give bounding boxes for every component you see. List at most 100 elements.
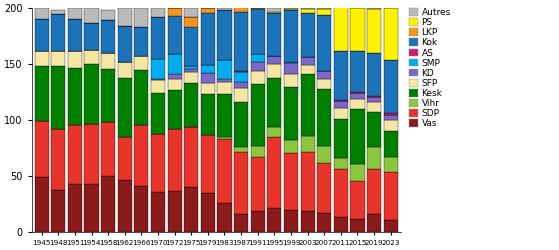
Bar	[334, 216, 348, 232]
Bar	[234, 152, 248, 214]
Bar	[51, 190, 65, 232]
Bar	[68, 8, 82, 19]
Bar	[118, 78, 132, 137]
Bar	[367, 170, 381, 214]
Bar	[134, 56, 149, 70]
Bar	[301, 9, 315, 13]
Bar	[250, 157, 265, 211]
Bar	[334, 108, 348, 119]
Bar	[367, 8, 381, 9]
Bar	[383, 114, 398, 120]
Bar	[68, 68, 82, 125]
Bar	[84, 124, 98, 184]
Bar	[184, 66, 198, 69]
Bar	[168, 16, 182, 54]
Bar	[234, 88, 248, 102]
Bar	[101, 69, 115, 122]
Bar	[234, 102, 248, 147]
Bar	[151, 80, 165, 93]
Bar	[350, 93, 364, 99]
Bar	[168, 191, 182, 232]
Bar	[301, 152, 315, 211]
Bar	[101, 20, 115, 53]
Bar	[168, 8, 182, 16]
Bar	[217, 79, 231, 82]
Bar	[334, 101, 348, 108]
Bar	[267, 8, 281, 12]
Bar	[367, 214, 381, 232]
Bar	[317, 9, 331, 15]
Bar	[184, 188, 198, 232]
Bar	[284, 63, 298, 74]
Bar	[201, 13, 215, 65]
Bar	[134, 70, 149, 125]
Bar	[250, 9, 265, 54]
Bar	[68, 125, 82, 184]
Bar	[334, 158, 348, 170]
Bar	[334, 119, 348, 158]
Bar	[134, 27, 149, 56]
Bar	[301, 136, 315, 152]
Bar	[383, 157, 398, 172]
Bar	[317, 8, 331, 9]
Bar	[118, 62, 132, 78]
Bar	[267, 137, 281, 208]
Bar	[267, 127, 281, 137]
Bar	[250, 62, 265, 71]
Bar	[184, 27, 198, 66]
Bar	[101, 53, 115, 69]
Bar	[51, 66, 65, 129]
Bar	[367, 96, 381, 97]
Bar	[151, 93, 165, 134]
Bar	[84, 184, 98, 232]
Bar	[367, 97, 381, 102]
Bar	[217, 94, 231, 137]
Bar	[367, 53, 381, 96]
Bar	[51, 51, 65, 66]
Bar	[350, 164, 364, 181]
Bar	[35, 8, 49, 19]
Bar	[383, 120, 398, 132]
Bar	[234, 6, 248, 12]
Legend: Autres, PS, LKP, Kok, AS, SMP, KD, SFP, Kesk, Vihr, SDP, Vas: Autres, PS, LKP, Kok, AS, SMP, KD, SFP, …	[409, 8, 451, 128]
Bar	[301, 58, 315, 65]
Bar	[350, 181, 364, 219]
Bar	[350, 109, 364, 164]
Bar	[284, 8, 298, 9]
Bar	[217, 203, 231, 232]
Bar	[151, 79, 165, 80]
Bar	[101, 176, 115, 232]
Bar	[201, 135, 215, 193]
Bar	[284, 140, 298, 153]
Bar	[317, 163, 331, 213]
Bar	[118, 137, 132, 180]
Bar	[184, 83, 198, 127]
Bar	[217, 82, 231, 94]
Bar	[168, 79, 182, 90]
Bar	[151, 134, 165, 192]
Bar	[284, 10, 298, 62]
Bar	[317, 79, 331, 89]
Bar	[350, 99, 364, 109]
Bar	[367, 147, 381, 170]
Bar	[51, 14, 65, 51]
Bar	[383, 60, 398, 114]
Bar	[383, 172, 398, 220]
Bar	[184, 17, 198, 27]
Bar	[301, 13, 315, 58]
Bar	[201, 94, 215, 135]
Bar	[217, 137, 231, 139]
Bar	[317, 89, 331, 146]
Bar	[301, 74, 315, 136]
Bar	[350, 219, 364, 232]
Bar	[317, 146, 331, 163]
Bar	[51, 129, 65, 190]
Bar	[367, 9, 381, 53]
Bar	[84, 23, 98, 50]
Bar	[234, 71, 248, 72]
Bar	[184, 127, 198, 188]
Bar	[68, 184, 82, 232]
Bar	[301, 8, 315, 9]
Bar	[350, 8, 364, 51]
Bar	[35, 177, 49, 232]
